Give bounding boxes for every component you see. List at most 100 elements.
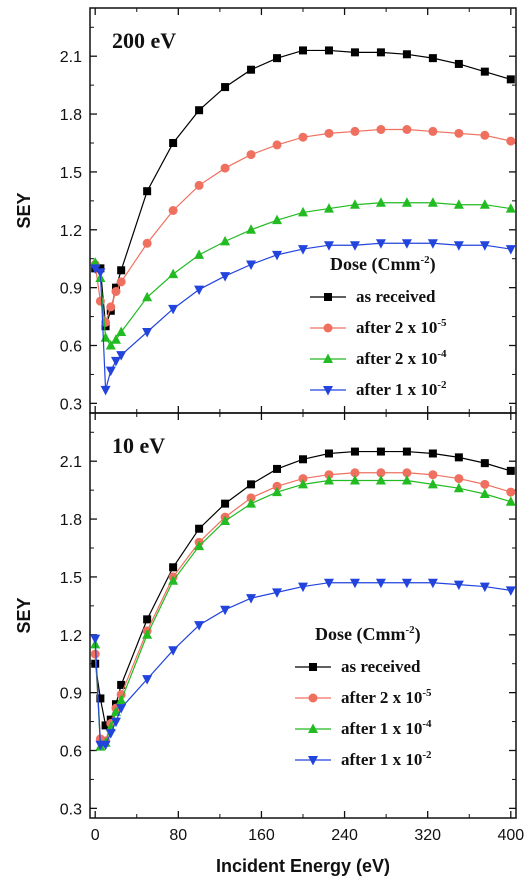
legend-item: after 2 x 10-4 bbox=[310, 348, 447, 368]
x-tick-label: 320 bbox=[414, 827, 441, 844]
data-point bbox=[402, 468, 412, 478]
data-point bbox=[95, 296, 105, 306]
data-point bbox=[221, 499, 230, 508]
data-point bbox=[402, 50, 411, 59]
data-point bbox=[453, 241, 464, 251]
y-tick-label: 1.8 bbox=[60, 512, 82, 529]
legend-label: after 2 x 10-5 bbox=[341, 687, 432, 707]
data-point bbox=[246, 224, 257, 234]
legend-title: Dose (Cmm-2) bbox=[315, 624, 421, 645]
data-point bbox=[299, 455, 307, 464]
data-point bbox=[273, 464, 282, 473]
y-tick-label: 0.3 bbox=[60, 801, 82, 818]
data-point bbox=[142, 328, 153, 338]
legend-marker bbox=[308, 723, 318, 733]
data-point bbox=[454, 474, 464, 484]
y-tick-label: 1.8 bbox=[60, 107, 82, 124]
series-line bbox=[94, 479, 511, 748]
data-point bbox=[273, 54, 282, 63]
data-point bbox=[220, 515, 231, 525]
data-point bbox=[324, 128, 334, 138]
data-point bbox=[454, 128, 464, 138]
series-2 bbox=[90, 475, 516, 751]
data-point bbox=[169, 563, 178, 572]
data-point bbox=[111, 287, 121, 296]
data-point bbox=[101, 317, 111, 327]
data-point bbox=[221, 83, 230, 92]
data-point bbox=[116, 694, 127, 705]
data-point bbox=[272, 486, 283, 497]
data-point bbox=[479, 199, 490, 209]
data-point bbox=[349, 199, 360, 209]
data-point bbox=[350, 48, 359, 57]
x-tick-label: 240 bbox=[331, 827, 358, 844]
data-point bbox=[117, 680, 126, 689]
data-point bbox=[96, 694, 105, 703]
data-point bbox=[427, 239, 438, 249]
data-point bbox=[117, 266, 126, 275]
legend-marker bbox=[323, 353, 333, 363]
data-point bbox=[194, 540, 205, 551]
data-point bbox=[110, 334, 121, 344]
data-point bbox=[453, 199, 464, 209]
data-point bbox=[100, 385, 111, 396]
y-axis-title: SEY bbox=[14, 192, 34, 228]
data-point bbox=[195, 106, 204, 115]
data-point bbox=[401, 475, 412, 485]
data-point bbox=[427, 478, 438, 489]
y-tick-label: 0.3 bbox=[60, 396, 82, 413]
data-point bbox=[323, 203, 334, 213]
y-tick-label: 2.1 bbox=[60, 49, 82, 66]
legend-label: as received bbox=[341, 657, 421, 676]
data-point bbox=[479, 488, 490, 498]
data-point bbox=[143, 187, 152, 196]
y-tick-label: 0.9 bbox=[60, 281, 82, 298]
data-point bbox=[402, 447, 411, 456]
data-point bbox=[272, 214, 283, 225]
data-point bbox=[375, 475, 386, 485]
data-point bbox=[323, 475, 334, 485]
data-point bbox=[95, 268, 106, 278]
y-tick-label: 1.5 bbox=[60, 570, 82, 587]
data-point bbox=[116, 326, 127, 336]
data-point bbox=[106, 302, 116, 312]
data-point bbox=[376, 48, 385, 57]
data-point bbox=[220, 163, 230, 173]
series-line bbox=[94, 472, 511, 742]
data-point bbox=[324, 46, 333, 55]
legend-label: after 2 x 10-5 bbox=[356, 317, 447, 337]
data-point bbox=[220, 235, 231, 246]
data-point bbox=[142, 675, 153, 685]
legend-label: as received bbox=[356, 287, 436, 306]
data-point bbox=[143, 615, 152, 624]
x-tick-label: 400 bbox=[497, 827, 524, 844]
data-point bbox=[168, 575, 179, 585]
data-point bbox=[298, 206, 308, 217]
data-point bbox=[116, 704, 127, 714]
data-point bbox=[428, 470, 438, 480]
series-line bbox=[94, 242, 511, 391]
data-point bbox=[299, 46, 307, 55]
data-point bbox=[401, 578, 412, 589]
data-point bbox=[506, 487, 516, 497]
data-point bbox=[246, 594, 257, 604]
plot-frame bbox=[89, 412, 517, 819]
data-point bbox=[272, 481, 282, 491]
y-tick-label: 1.2 bbox=[60, 223, 82, 240]
data-point bbox=[247, 480, 256, 489]
series-3 bbox=[90, 239, 516, 396]
data-point bbox=[376, 125, 386, 134]
data-point bbox=[350, 126, 360, 136]
panel-10ev: 0.3 0.6 0.9 1.2 1.5 1.8 2.1 0 80 160 240 320 400 SEY 1… bbox=[14, 412, 524, 844]
data-point bbox=[428, 54, 437, 63]
data-point bbox=[101, 721, 110, 730]
legend-marker bbox=[308, 693, 318, 703]
data-point bbox=[272, 250, 283, 261]
data-point bbox=[324, 470, 334, 480]
data-point bbox=[428, 449, 437, 458]
panel-label: 10 eV bbox=[112, 433, 165, 458]
y-tick-label: 1.5 bbox=[60, 165, 82, 182]
data-point bbox=[506, 466, 515, 475]
data-point bbox=[90, 634, 101, 645]
data-point bbox=[375, 578, 386, 589]
